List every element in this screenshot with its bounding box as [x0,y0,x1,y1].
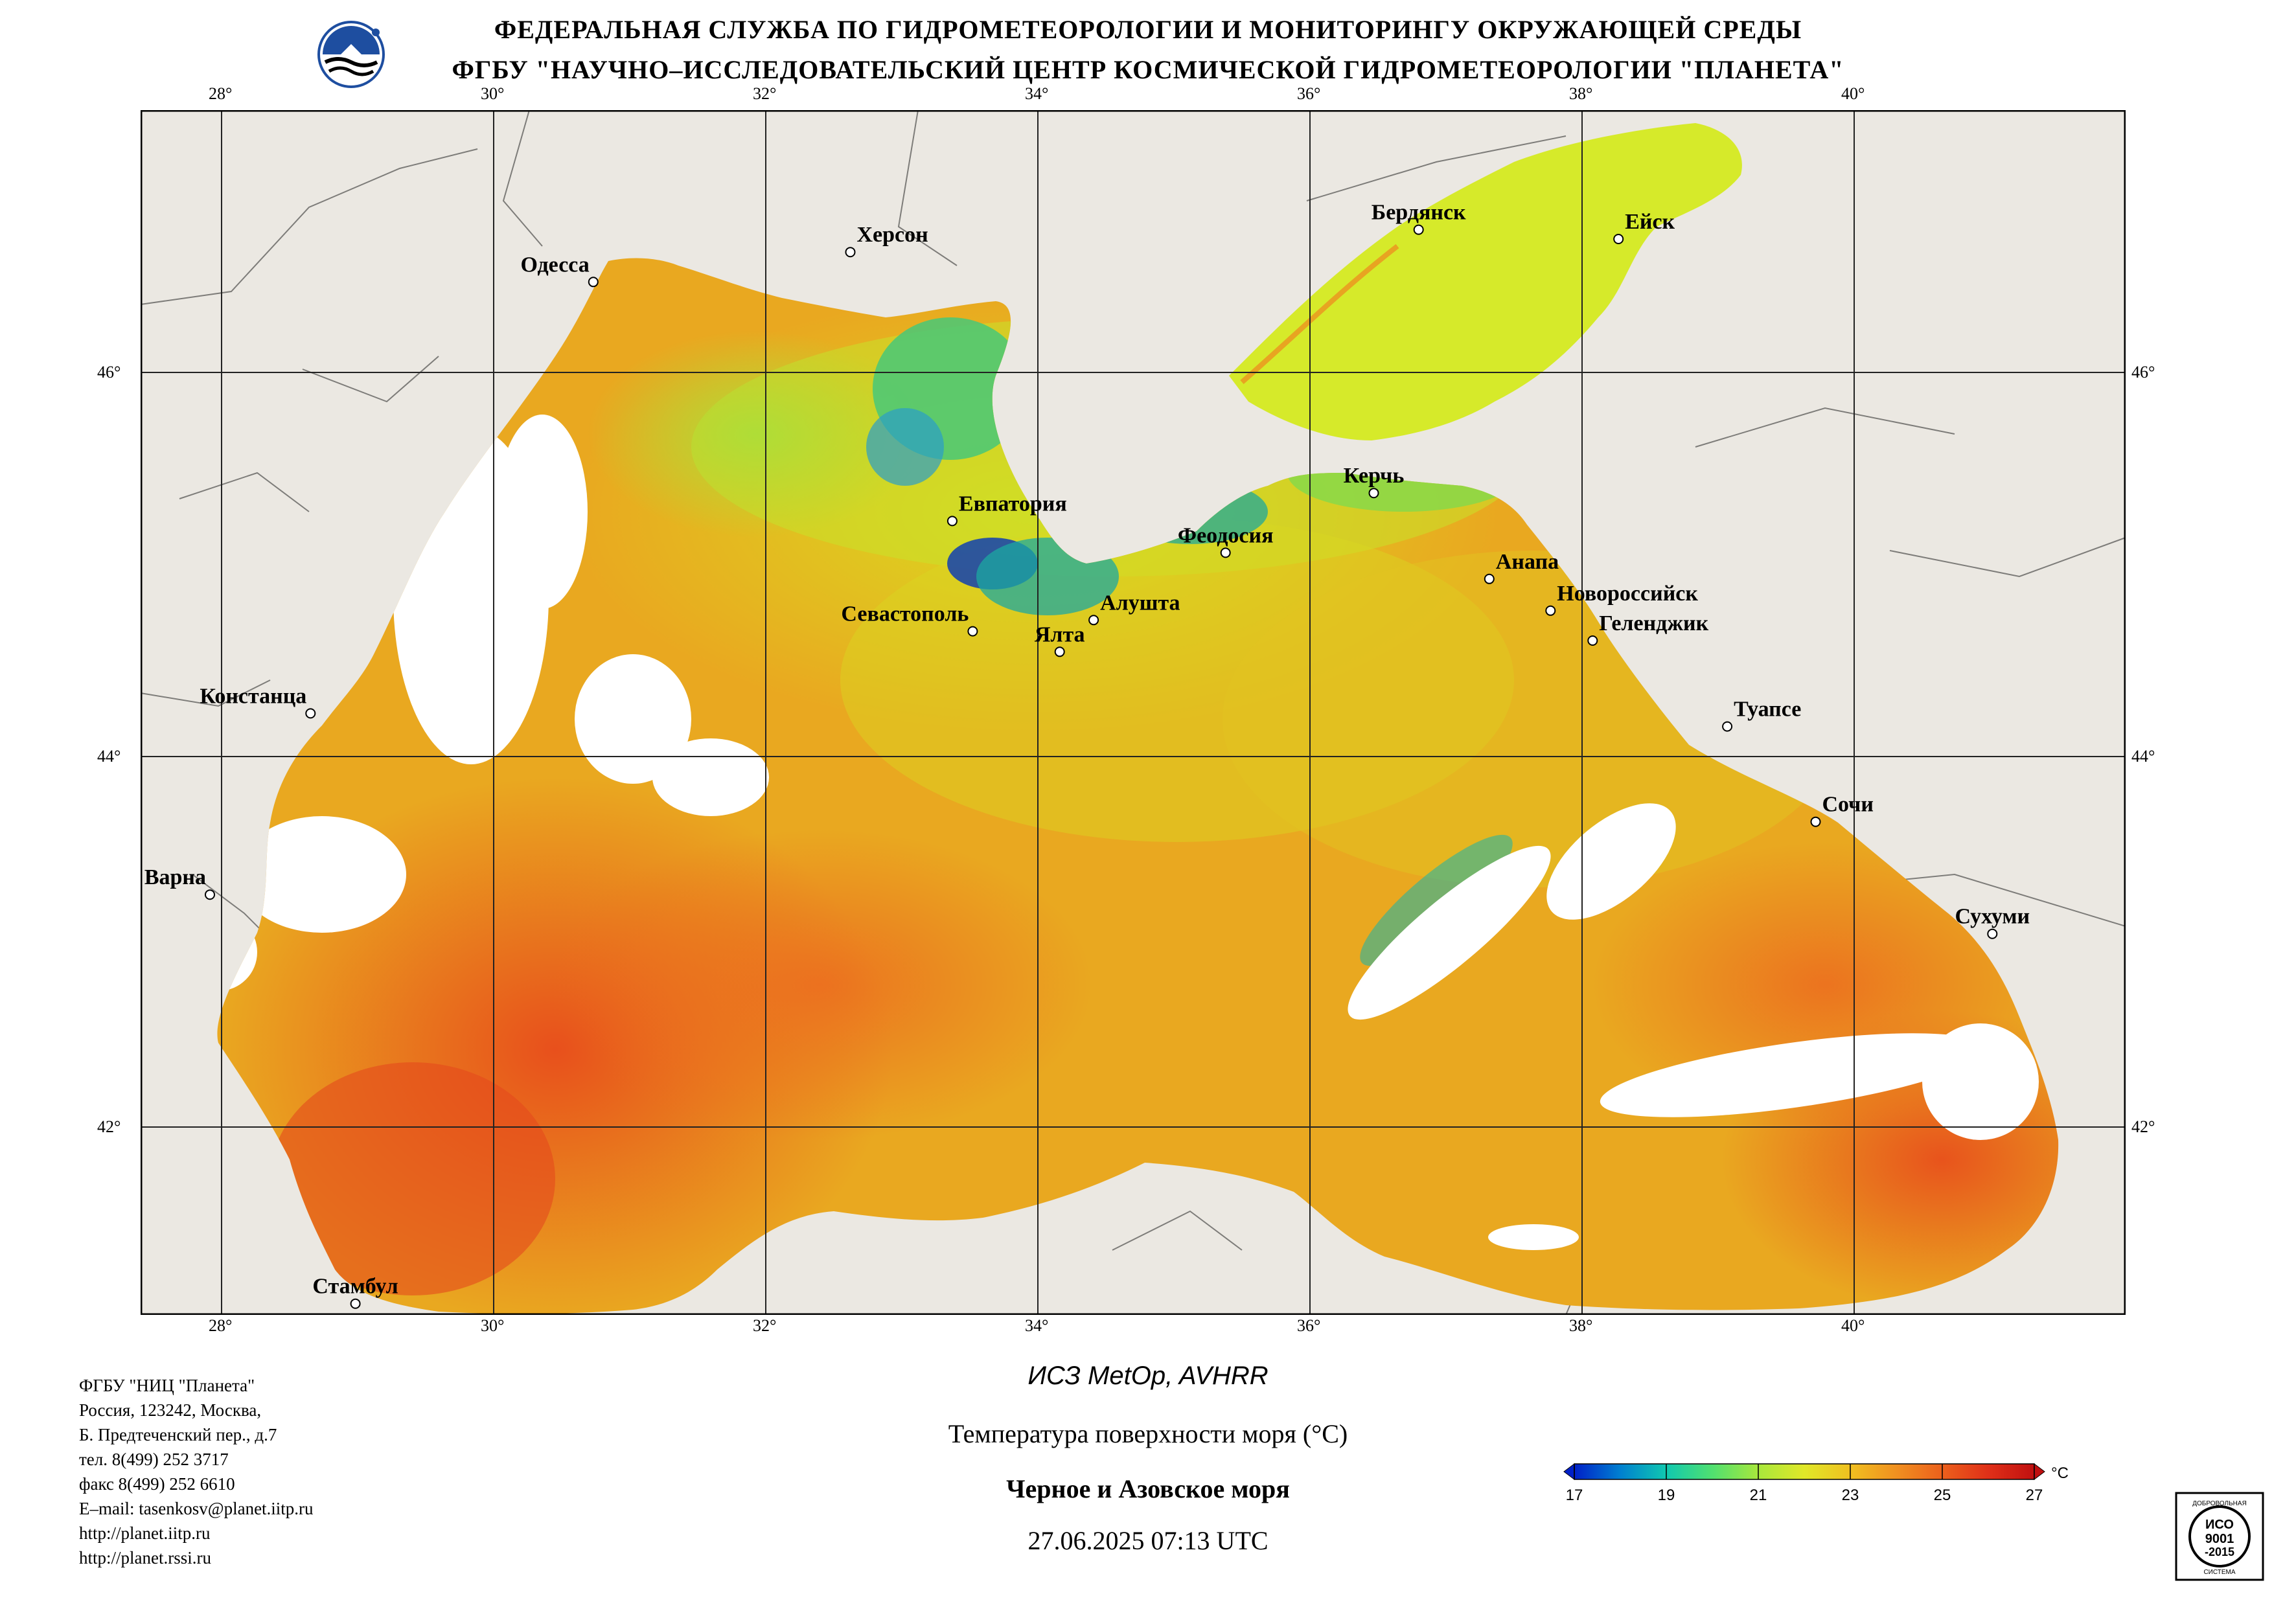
city-dot [588,277,599,288]
cert-number: 9001 [2205,1532,2234,1546]
graticule [141,110,2126,1315]
city-dot [1220,547,1231,558]
website-link[interactable]: http://planet.rssi.ru [79,1548,211,1567]
city-dot [1413,224,1424,235]
city-dot [967,626,978,637]
city-dot [1613,234,1624,244]
city-markers: Одесса Херсон Бердянск Ейск Евпатория Керчь Фе… [144,201,2030,1309]
city-dot [1054,646,1065,657]
city-dot [1722,721,1733,732]
website-link[interactable]: http://planet.iitp.ru [79,1523,211,1543]
colorbar-tick-label: 19 [1658,1487,1675,1504]
address-line: Россия, 123242, Москва, [79,1400,262,1420]
colorbar-tick-label: 23 [1842,1487,1859,1504]
header-line-1: ФЕДЕРАЛЬНАЯ СЛУЖБА ПО ГИДРОМЕТЕОРОЛОГИИ … [494,15,1802,44]
lat-label: 46° [97,363,121,382]
lon-label: 36° [1297,1316,1321,1335]
address-line: Б. Предтеченский пер., д.7 [79,1425,277,1444]
city-label: Геленджик [1599,611,1708,635]
map-frame [141,110,2126,1315]
header-line-2: ФГБУ "НАУЧНО–ИССЛЕДОВАТЕЛЬСКИЙ ЦЕНТР КОС… [452,55,1844,84]
lon-label: 30° [481,84,505,103]
lon-label: 36° [1297,84,1321,103]
fax: факс 8(499) 252 6610 [79,1474,235,1494]
colorbar-unit: °C [2051,1465,2069,1482]
lon-label: 28° [209,84,233,103]
city-label: Евпатория [959,492,1067,516]
city-dot [1368,488,1379,499]
iso-certification-badge: ДОБРОВОЛЬНАЯ ИСО 9001 -2015 СИСТЕМА [2175,1492,2264,1581]
lat-label: 42° [2131,1117,2155,1136]
roshydromet-logo [317,21,385,88]
city-label: Констанца [200,684,306,708]
phone: тел. 8(499) 252 3717 [79,1450,229,1469]
colorbar-tick-label: 27 [2026,1487,2043,1504]
city-dot [1987,928,1998,939]
cert-iso: ИСО [2205,1518,2234,1532]
lat-label: 44° [97,747,121,766]
city-dot [1484,573,1495,584]
city-label: Ейск [1625,210,1675,234]
lon-label: 40° [1841,84,1865,103]
lon-label: 30° [481,1316,505,1335]
lon-label: 38° [1569,84,1593,103]
city-label: Сухуми [1955,905,2030,929]
city-label: Алушта [1100,591,1180,615]
city-label: Одесса [520,253,589,277]
city-label: Анапа [1496,550,1559,574]
email[interactable]: E–mail: tasenkosv@planet.iitp.ru [79,1499,314,1518]
city-label: Севастополь [841,602,969,626]
city-dot [1587,635,1598,646]
city-label: Стамбул [312,1275,398,1299]
city-label: Керчь [1344,464,1405,488]
product-caption: Температура поверхности моря (°C) [948,1419,1348,1448]
lat-label: 46° [2131,363,2155,382]
lon-label: 28° [209,1316,233,1335]
city-label: Ялта [1035,622,1085,646]
city-dot [1545,605,1556,616]
city-label: Туапсе [1734,698,1801,722]
colorbar-tick-label: 17 [1566,1487,1583,1504]
lon-label: 34° [1025,84,1049,103]
city-dot [205,889,215,900]
region-caption: Черное и Азовское моря [1006,1474,1290,1503]
city-label: Феодосия [1178,523,1274,547]
colorbar: 17 19 21 23 25 27 °C [1563,1463,2069,1504]
city-label: Бердянск [1372,201,1466,225]
city-dot [845,247,856,258]
sst-map: Одесса Херсон Бердянск Ейск Евпатория Керчь Фе… [141,110,2126,1315]
city-label: Херсон [857,223,928,247]
lat-label: 44° [2131,747,2155,766]
city-dot [350,1298,361,1309]
satellite-caption: ИСЗ MetOp, AVHRR [1027,1362,1269,1390]
lon-label: 32° [753,1316,777,1335]
cert-top-text: ДОБРОВОЛЬНАЯ [2192,1500,2247,1507]
lon-label: 38° [1569,1316,1593,1335]
lon-label: 34° [1025,1316,1049,1335]
city-dot [1810,816,1821,827]
datetime-caption: 27.06.2025 07:13 UTC [1027,1526,1269,1555]
city-dot [947,516,958,527]
contact-info: ФГБУ "НИЦ "Планета" Россия, 123242, Моск… [79,1373,314,1570]
colorbar-tick-label: 21 [1750,1487,1767,1504]
org-name: ФГБУ "НИЦ "Планета" [79,1376,255,1395]
colorbar-tick-label: 25 [1934,1487,1951,1504]
city-label: Новороссийск [1557,582,1698,606]
cert-bottom-text: СИСТЕМА [2203,1569,2235,1576]
city-dot [1088,615,1099,626]
cert-year: -2015 [2205,1545,2234,1558]
city-dot [305,708,316,719]
city-label: Варна [144,865,206,889]
lat-label: 42° [97,1117,121,1136]
azov-sea [1229,123,1742,440]
lon-label: 40° [1841,1316,1865,1335]
lon-label: 32° [753,84,777,103]
city-label: Сочи [1822,793,1874,817]
